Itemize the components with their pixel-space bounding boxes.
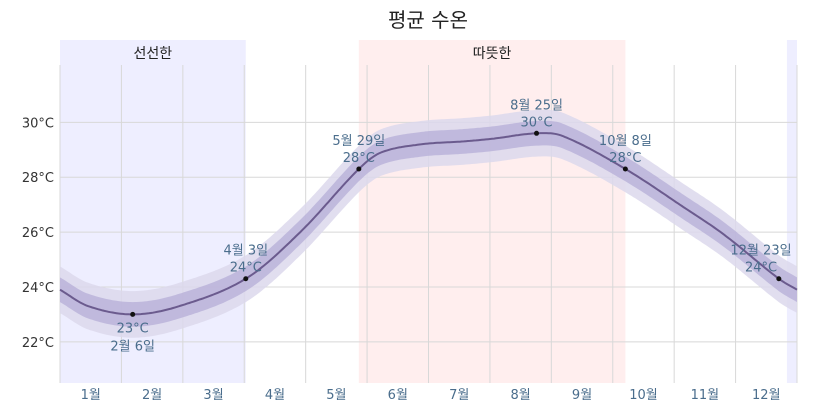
annotation-date-4: 10월 8일 <box>599 134 652 149</box>
annotated-point-5 <box>776 276 782 282</box>
annotated-point-4 <box>622 166 628 172</box>
x-tick-label: 8월 <box>511 388 531 403</box>
x-tick-label: 11월 <box>691 388 720 403</box>
x-tick-label: 3월 <box>203 388 223 403</box>
y-tick-label: 24°C <box>22 281 54 296</box>
x-tick-label: 4월 <box>265 388 285 403</box>
series-lines <box>59 132 798 316</box>
chart-title: 평균 수온 <box>388 8 468 32</box>
average-temperature-line <box>59 132 798 316</box>
y-tick-label: 30°C <box>22 116 54 131</box>
x-tick-label: 12월 <box>752 388 781 403</box>
y-axis: 22°C 24°C 26°C 28°C 30°C <box>22 116 54 351</box>
annotation-date-5: 12월 23일 <box>730 244 791 259</box>
annotated-point-1 <box>243 276 249 282</box>
x-tick-label: 7월 <box>449 388 469 403</box>
annotation-date-3: 8월 25일 <box>510 98 563 113</box>
y-tick-label: 28°C <box>22 171 54 186</box>
annotation-date-2: 5월 29일 <box>332 134 385 149</box>
x-tick-label: 5월 <box>326 388 346 403</box>
x-tick-label: 1월 <box>81 388 101 403</box>
annotation-labels: 23°C 2월 6일 4월 3일 24°C 5월 29일 28°C 8월 25일 30°C 10… <box>110 98 791 354</box>
annotated-point-0 <box>130 311 136 317</box>
annotation-temp-3: 30°C <box>520 115 552 130</box>
x-tick-label: 2월 <box>142 388 162 403</box>
x-axis: 1월 2월 3월 4월 5월 6월 7월 8월 9월 10월 11월 12월 <box>81 388 781 403</box>
annotated-point-3 <box>534 130 540 136</box>
annotation-temp-2: 28°C <box>343 151 375 166</box>
x-tick-label: 6월 <box>388 388 408 403</box>
y-tick-label: 22°C <box>22 336 54 351</box>
season-band-1 <box>786 40 797 383</box>
season-bands <box>60 40 797 383</box>
season-label-0: 선선한 <box>134 46 173 62</box>
annotation-temp-0: 23°C <box>117 321 149 336</box>
y-tick-label: 26°C <box>22 226 54 241</box>
annotation-temp-5: 24°C <box>745 261 777 276</box>
annotation-date-0: 2월 6일 <box>110 339 155 354</box>
season-label-2: 따뜻한 <box>473 46 512 62</box>
season-labels: 선선한 따뜻한 <box>134 46 512 62</box>
temperature-range-inner <box>60 120 797 327</box>
annotation-temp-1: 24°C <box>230 261 262 276</box>
x-tick-label: 10월 <box>629 388 658 403</box>
annotated-points <box>130 130 782 317</box>
annotated-point-2 <box>356 166 362 172</box>
annotation-temp-4: 28°C <box>609 151 641 166</box>
annotation-date-1: 4월 3일 <box>223 244 268 259</box>
x-tick-label: 9월 <box>572 388 592 403</box>
season-band-2 <box>358 40 626 383</box>
